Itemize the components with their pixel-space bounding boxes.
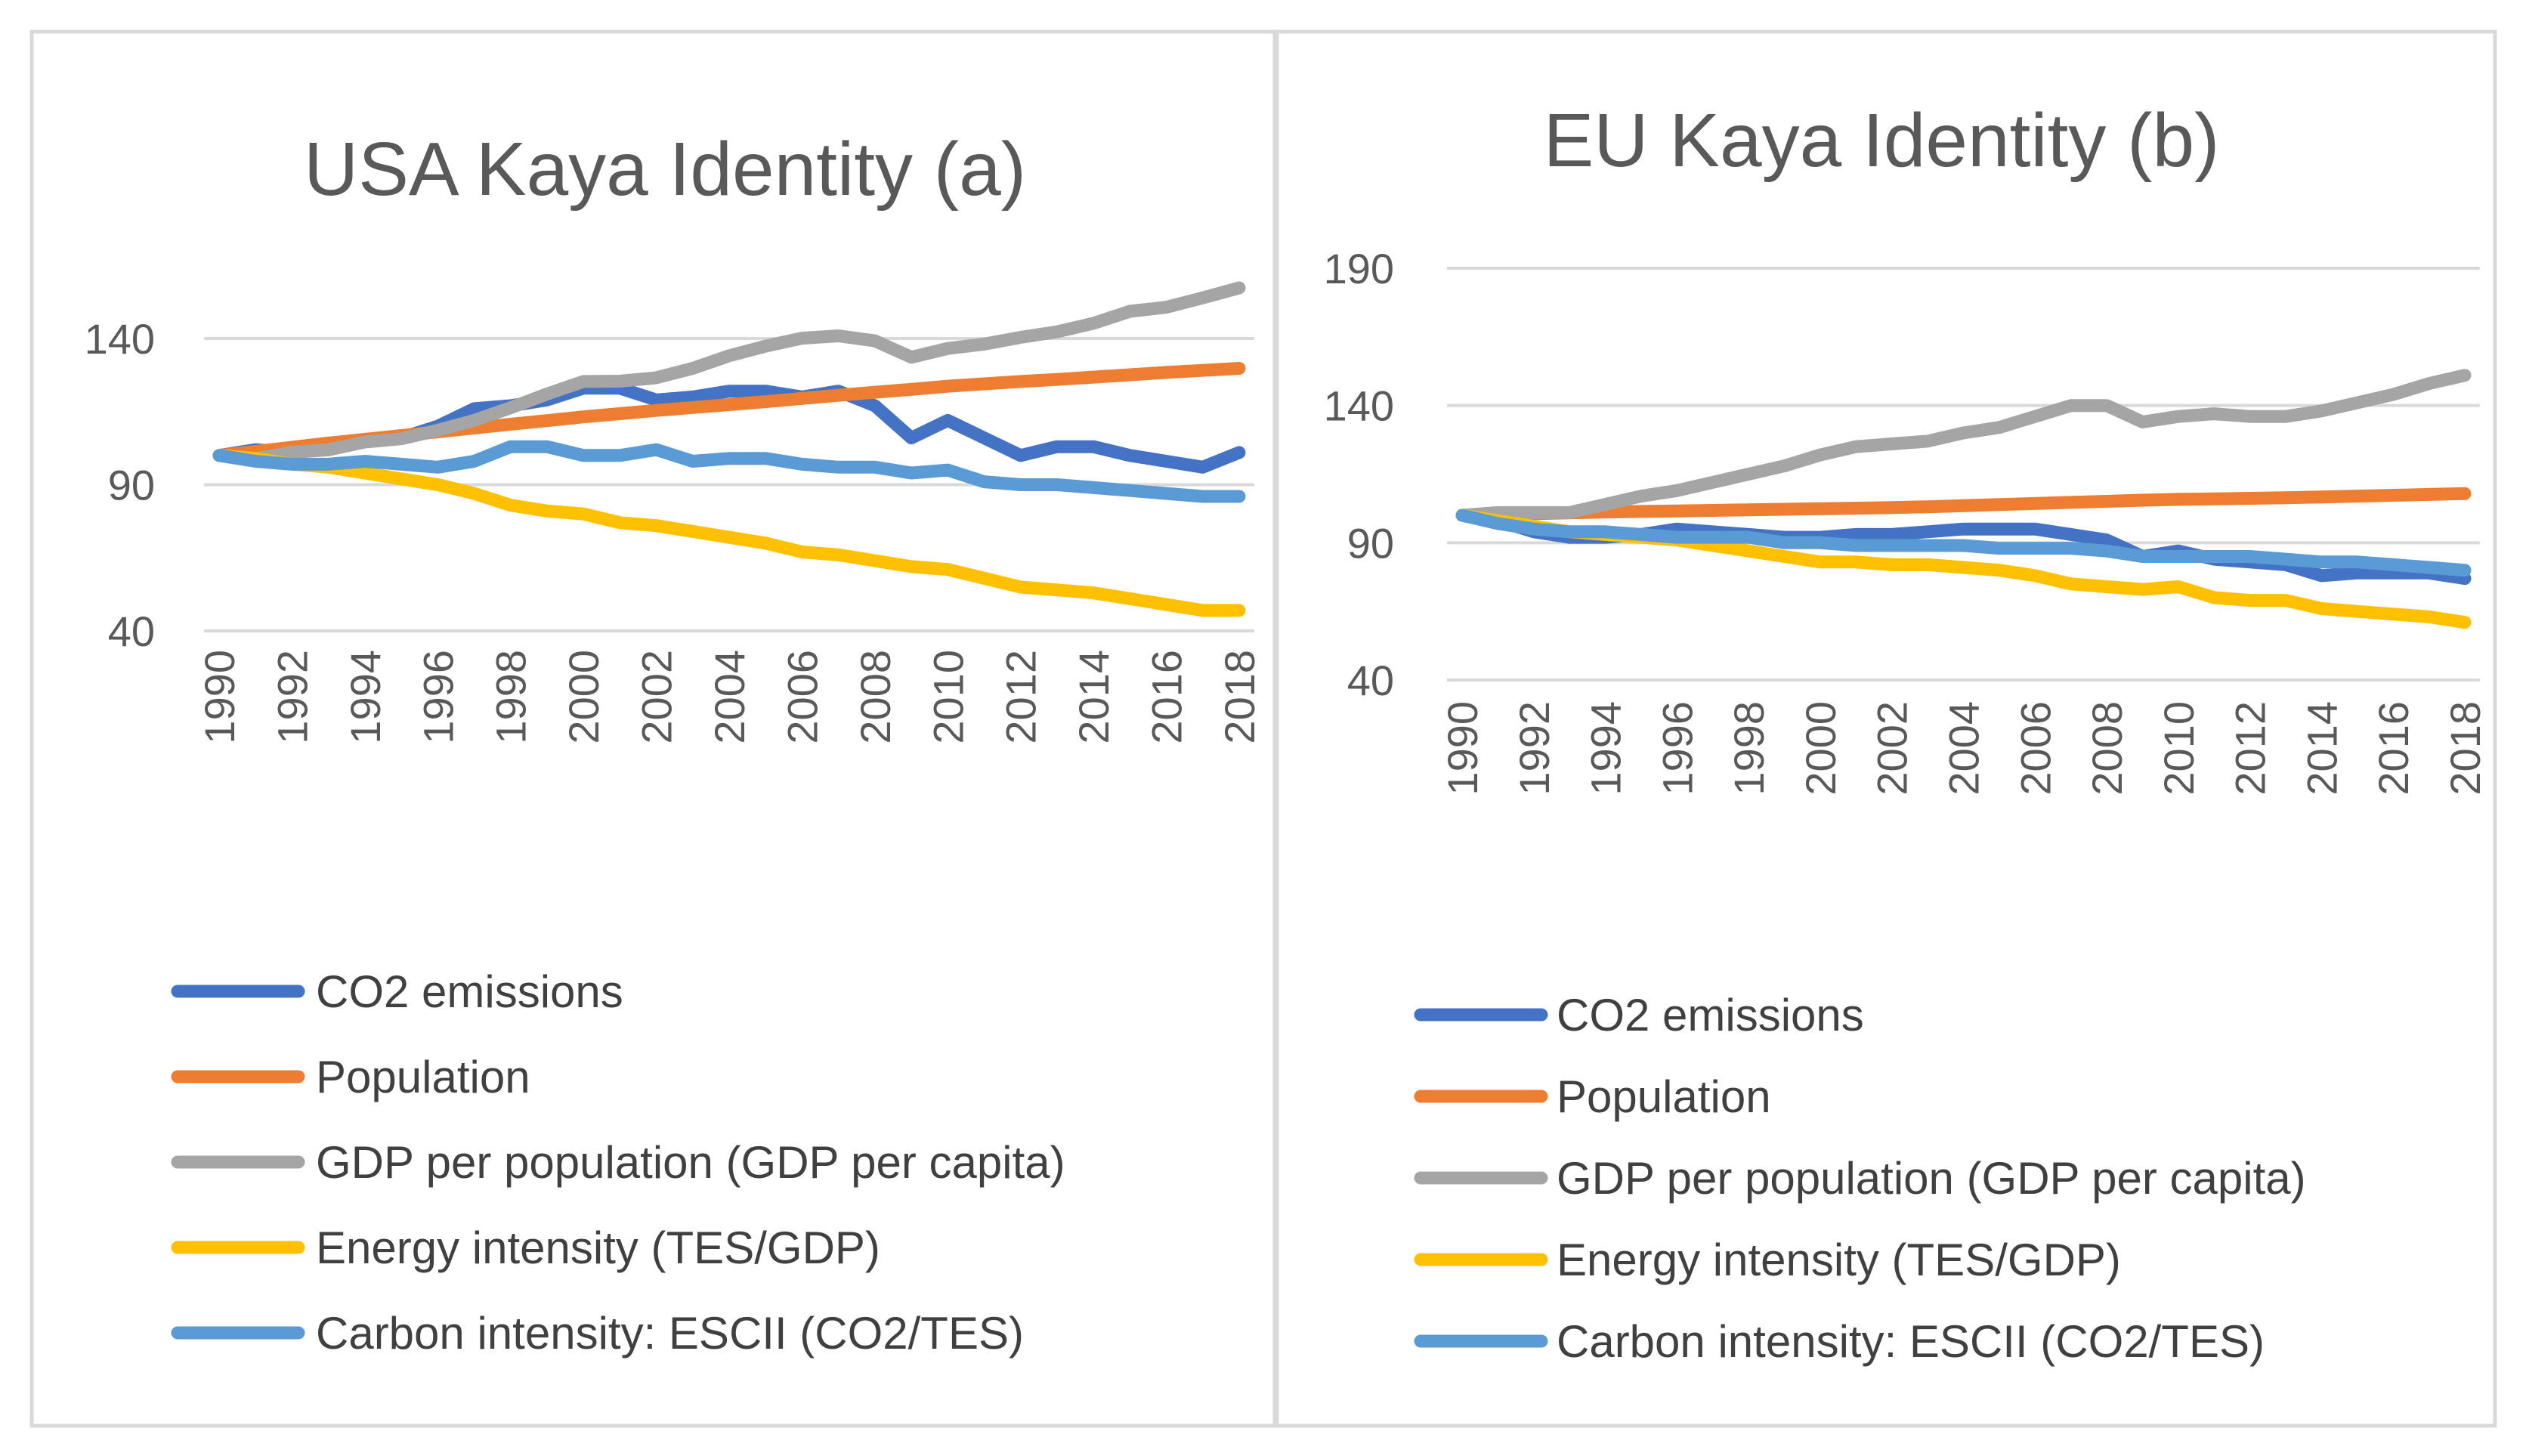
x-tick-label: 2010 (2155, 701, 2203, 796)
x-tick-label: 1990 (1439, 701, 1486, 796)
x-tick-label: 2002 (633, 650, 681, 744)
legend-label: GDP per population (GDP per capita) (1557, 1153, 2306, 1204)
x-tick-label: 2004 (706, 650, 753, 744)
y-tick-label: 140 (1324, 382, 1394, 430)
x-tick-label: 2008 (852, 650, 899, 744)
x-tick-label: 2006 (2011, 701, 2059, 796)
series-line-carbon (1455, 509, 2472, 577)
x-tick-label: 1994 (342, 650, 389, 744)
x-tick-label: 2008 (2083, 701, 2131, 796)
chart-b-panel-border (1275, 29, 2497, 1428)
legend-label: CO2 emissions (1557, 990, 1864, 1040)
x-tick-label: 2014 (1070, 650, 1118, 744)
x-tick-label: 2016 (1143, 650, 1191, 744)
x-tick-label: 2018 (2441, 701, 2489, 796)
x-tick-label: 2002 (1869, 701, 1916, 796)
chart-a-title: USA Kaya Identity (a) (304, 127, 1026, 212)
legend-label: GDP per population (GDP per capita) (316, 1137, 1065, 1188)
chart-a: USA Kaya Identity (a) 40 90 140 1990 1992 19… (85, 127, 1263, 1359)
series-line-population (1455, 487, 2472, 522)
series-line-gdp (212, 281, 1246, 465)
legend-label: Carbon intensity: ESCII (CO2/TES) (316, 1308, 1024, 1359)
x-tick-label: 1994 (1582, 701, 1630, 796)
legend-label: CO2 emissions (316, 966, 623, 1017)
legend-label: Carbon intensity: ESCII (CO2/TES) (1557, 1316, 2265, 1367)
series-line-energy (212, 449, 1246, 617)
x-tick-label: 2000 (560, 650, 608, 744)
x-tick-label: 2000 (1797, 701, 1844, 796)
x-tick-label: 2016 (2370, 701, 2417, 796)
x-tick-label: 1996 (414, 650, 462, 744)
x-tick-label: 2010 (924, 650, 972, 744)
x-tick-label: 2004 (1940, 701, 1988, 796)
legend-label: Population (316, 1052, 530, 1102)
x-tick-label: 1992 (1510, 701, 1558, 796)
series-line-carbon (212, 440, 1246, 503)
y-tick-label: 90 (1347, 519, 1394, 567)
chart-b: EU Kaya Identity (b) 40 90 140 190 1990 1992… (1324, 98, 2489, 1367)
x-tick-label: 1992 (268, 650, 316, 744)
legend-label: Population (1557, 1071, 1771, 1122)
x-tick-label: 2006 (778, 650, 826, 744)
y-tick-label: 140 (85, 315, 155, 363)
legend-label: Energy intensity (TES/GDP) (316, 1223, 880, 1273)
chart-b-title: EU Kaya Identity (b) (1544, 98, 2220, 183)
x-tick-label: 1996 (1653, 701, 1701, 796)
y-tick-label: 190 (1324, 245, 1394, 292)
y-tick-label: 90 (108, 462, 155, 509)
y-tick-label: 40 (108, 607, 155, 655)
x-tick-label: 2012 (2227, 701, 2274, 796)
x-tick-label: 1998 (487, 650, 535, 744)
series-line-gdp (1455, 369, 2472, 522)
x-tick-label: 2014 (2298, 701, 2345, 796)
legend-label: Energy intensity (TES/GDP) (1557, 1235, 2121, 1285)
y-tick-label: 40 (1347, 657, 1394, 704)
x-tick-label: 2012 (997, 650, 1045, 744)
x-tick-label: 2018 (1216, 650, 1263, 744)
chart-a-panel-border (29, 29, 1277, 1428)
x-tick-label: 1998 (1725, 701, 1773, 796)
x-tick-label: 1990 (196, 650, 243, 744)
